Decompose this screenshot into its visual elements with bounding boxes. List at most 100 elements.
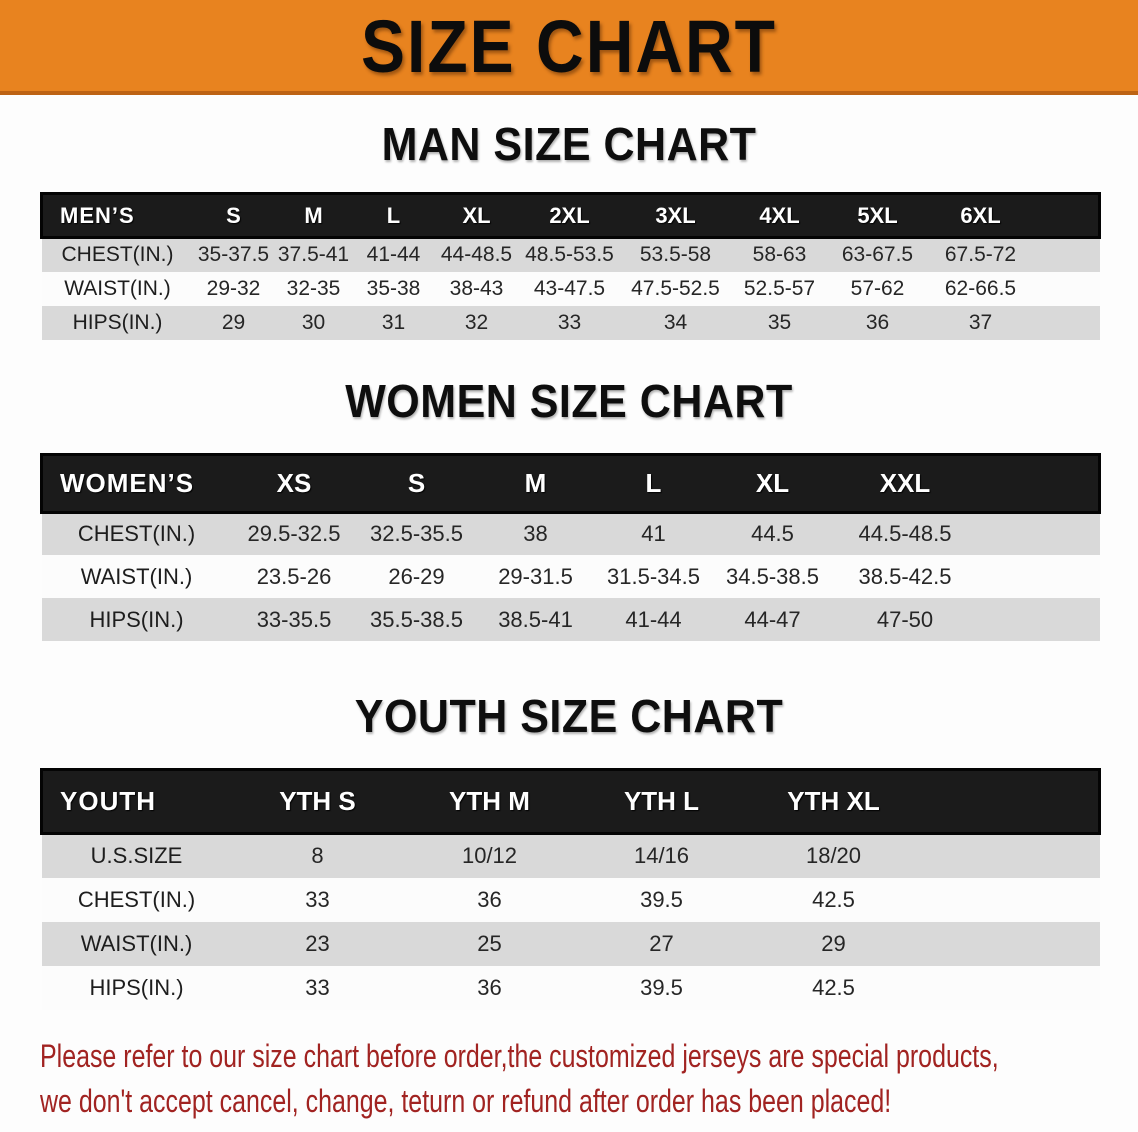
table-row: WAIST(IN.) 29-32 32-35 35-38 38-43 43-47… bbox=[41, 271, 1100, 306]
women-table-label: WOMEN’S bbox=[40, 452, 232, 514]
size-value-cell: 14/16 bbox=[575, 833, 748, 878]
size-value-cell: 41-44 bbox=[594, 598, 713, 641]
youth-size-table: YOUTH YTH S YTH M YTH L YTH XL U.S.SIZE … bbox=[40, 768, 1101, 1010]
size-value-cell: 18/20 bbox=[747, 833, 920, 878]
size-chart-banner: SIZE CHART bbox=[0, 0, 1138, 95]
size-value-cell: 67.5-72 bbox=[927, 237, 1034, 272]
size-value-cell: 62-66.5 bbox=[927, 271, 1034, 306]
size-value-cell: 44.5 bbox=[712, 512, 833, 555]
size-value-cell: 33 bbox=[231, 965, 404, 1010]
size-chart-title: SIZE CHART bbox=[361, 4, 777, 87]
size-value-cell: 32.5-35.5 bbox=[356, 512, 477, 555]
size-value-cell: 41-44 bbox=[353, 237, 434, 272]
size-column-header: YTH S bbox=[231, 768, 404, 835]
row-label: WAIST(IN.) bbox=[41, 555, 232, 598]
size-column-header: 2XL bbox=[519, 192, 620, 239]
size-value-cell: 38.5-42.5 bbox=[832, 555, 978, 598]
size-value-cell: 47-50 bbox=[832, 598, 978, 641]
row-label: HIPS(IN.) bbox=[41, 965, 232, 1010]
size-value-cell: 53.5-58 bbox=[619, 237, 732, 272]
size-value-cell: 48.5-53.5 bbox=[519, 237, 620, 272]
size-column-header: YTH L bbox=[575, 768, 748, 835]
size-column-header: 5XL bbox=[827, 192, 928, 239]
filler-cell bbox=[977, 598, 1100, 641]
filler-cell bbox=[977, 555, 1100, 598]
table-row: CHEST(IN.) 35-37.5 37.5-41 41-44 44-48.5… bbox=[41, 237, 1100, 272]
men-table-label: MEN’S bbox=[40, 192, 194, 239]
filler-cell bbox=[1033, 305, 1100, 340]
filler-cell bbox=[919, 921, 1100, 966]
youth-table-header-row: YOUTH YTH S YTH M YTH L YTH XL bbox=[40, 768, 1101, 835]
size-value-cell: 36 bbox=[403, 965, 576, 1010]
size-value-cell: 23.5-26 bbox=[231, 555, 357, 598]
size-value-cell: 31 bbox=[353, 305, 434, 340]
table-row: CHEST(IN.) 33 36 39.5 42.5 bbox=[41, 877, 1100, 922]
size-column-header: M bbox=[476, 452, 595, 514]
size-value-cell: 29 bbox=[747, 921, 920, 966]
size-column-header: 4XL bbox=[731, 192, 828, 239]
size-value-cell: 8 bbox=[231, 833, 404, 878]
youth-table-label: YOUTH bbox=[40, 768, 232, 835]
man-size-chart-heading: MAN SIZE CHART bbox=[381, 119, 757, 171]
size-value-cell: 41 bbox=[594, 512, 713, 555]
size-value-cell: 37 bbox=[927, 305, 1034, 340]
size-value-cell: 44-47 bbox=[712, 598, 833, 641]
size-value-cell: 29 bbox=[193, 305, 274, 340]
size-value-cell: 38.5-41 bbox=[476, 598, 595, 641]
size-value-cell: 43-47.5 bbox=[519, 271, 620, 306]
size-column-header: XL bbox=[433, 192, 520, 239]
size-value-cell: 33 bbox=[231, 877, 404, 922]
size-column-header: YTH XL bbox=[747, 768, 920, 835]
size-value-cell: 57-62 bbox=[827, 271, 928, 306]
size-value-cell: 39.5 bbox=[575, 965, 748, 1010]
size-column-header: XXL bbox=[832, 452, 978, 514]
women-size-table: WOMEN’S XS S M L XL XXL CHEST(IN.) 29.5-… bbox=[40, 452, 1101, 641]
size-value-cell: 63-67.5 bbox=[827, 237, 928, 272]
size-column-header: L bbox=[353, 192, 434, 239]
size-value-cell: 34.5-38.5 bbox=[712, 555, 833, 598]
size-value-cell: 35-37.5 bbox=[193, 237, 274, 272]
size-value-cell: 33 bbox=[519, 305, 620, 340]
size-column-header: 6XL bbox=[927, 192, 1034, 239]
size-value-cell: 33-35.5 bbox=[231, 598, 357, 641]
size-value-cell: 47.5-52.5 bbox=[619, 271, 732, 306]
filler-cell bbox=[977, 512, 1100, 555]
filler-cell bbox=[919, 965, 1100, 1010]
size-value-cell: 52.5-57 bbox=[731, 271, 828, 306]
table-row: HIPS(IN.) 33 36 39.5 42.5 bbox=[41, 965, 1100, 1010]
disclaimer-text: Please refer to our size chart before or… bbox=[40, 1034, 1098, 1125]
size-value-cell: 44-48.5 bbox=[433, 237, 520, 272]
table-row: WAIST(IN.) 23 25 27 29 bbox=[41, 921, 1100, 966]
row-label: U.S.SIZE bbox=[41, 833, 232, 878]
size-value-cell: 36 bbox=[827, 305, 928, 340]
table-row: U.S.SIZE 8 10/12 14/16 18/20 bbox=[41, 833, 1100, 878]
size-value-cell: 39.5 bbox=[575, 877, 748, 922]
filler-cell bbox=[1033, 271, 1100, 306]
size-value-cell: 27 bbox=[575, 921, 748, 966]
row-label: HIPS(IN.) bbox=[41, 598, 232, 641]
size-column-header: XS bbox=[231, 452, 357, 514]
size-value-cell: 58-63 bbox=[731, 237, 828, 272]
size-column-header: M bbox=[273, 192, 354, 239]
women-table-header-row: WOMEN’S XS S M L XL XXL bbox=[40, 452, 1101, 514]
size-value-cell: 31.5-34.5 bbox=[594, 555, 713, 598]
size-value-cell: 29-32 bbox=[193, 271, 274, 306]
table-row: HIPS(IN.) 33-35.5 35.5-38.5 38.5-41 41-4… bbox=[41, 598, 1100, 641]
size-value-cell: 30 bbox=[273, 305, 354, 340]
size-value-cell: 42.5 bbox=[747, 965, 920, 1010]
disclaimer-line-1: Please refer to our size chart before or… bbox=[40, 1037, 999, 1074]
size-value-cell: 32-35 bbox=[273, 271, 354, 306]
size-value-cell: 34 bbox=[619, 305, 732, 340]
size-value-cell: 42.5 bbox=[747, 877, 920, 922]
size-column-header: XL bbox=[712, 452, 833, 514]
filler-cell bbox=[1033, 192, 1101, 239]
size-value-cell: 44.5-48.5 bbox=[832, 512, 978, 555]
men-table-header-row: MEN’S S M L XL 2XL 3XL 4XL 5XL 6XL bbox=[40, 192, 1101, 239]
size-value-cell: 38-43 bbox=[433, 271, 520, 306]
size-value-cell: 35.5-38.5 bbox=[356, 598, 477, 641]
row-label: CHEST(IN.) bbox=[41, 877, 232, 922]
filler-cell bbox=[919, 768, 1101, 835]
size-value-cell: 35-38 bbox=[353, 271, 434, 306]
size-column-header: S bbox=[193, 192, 274, 239]
size-value-cell: 29.5-32.5 bbox=[231, 512, 357, 555]
